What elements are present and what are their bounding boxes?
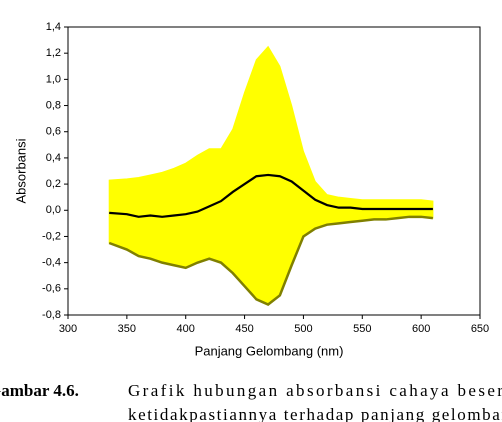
plot-frame [67, 26, 481, 316]
y-tick-label: -0,6 [42, 283, 61, 295]
y-tick-label: 0,6 [46, 126, 61, 138]
y-tick-label: 0,4 [46, 152, 61, 164]
lower-edge [108, 215, 434, 306]
y-tick-label: -0,2 [42, 230, 61, 242]
y-tick-label: 1,0 [46, 73, 61, 85]
y-tick-label: 1,2 [46, 47, 61, 59]
x-tick-label: 500 [294, 323, 312, 335]
x-axis-title: Panjang Gelombang (nm) [195, 343, 344, 358]
y-tick-label: -0,4 [42, 257, 61, 269]
x-tick-label: 600 [412, 323, 430, 335]
caption-line: Grafik hubungan absorbansi cahaya besert… [128, 381, 502, 400]
x-tick-label: 450 [235, 323, 253, 335]
x-tick-label: 400 [177, 323, 195, 335]
y-tick-label: -0,8 [42, 309, 61, 321]
x-tick-label: 300 [59, 323, 77, 335]
y-axis-title: Absorbansi [13, 138, 28, 203]
mean-line [109, 173, 433, 218]
x-tick-label: 350 [118, 323, 136, 335]
y-tick-label: 0,2 [46, 178, 61, 190]
y-tick-label: 0,0 [46, 204, 61, 216]
y-tick-label: 0,8 [46, 99, 61, 111]
x-tick-label: 550 [353, 323, 371, 335]
x-tick-label: 650 [471, 323, 489, 335]
y-tick-label: 1,4 [46, 21, 61, 33]
caption-label: Gambar 4.6. [0, 381, 79, 400]
caption-line: ketidakpastiannya terhadap panjang gelom… [128, 405, 502, 422]
